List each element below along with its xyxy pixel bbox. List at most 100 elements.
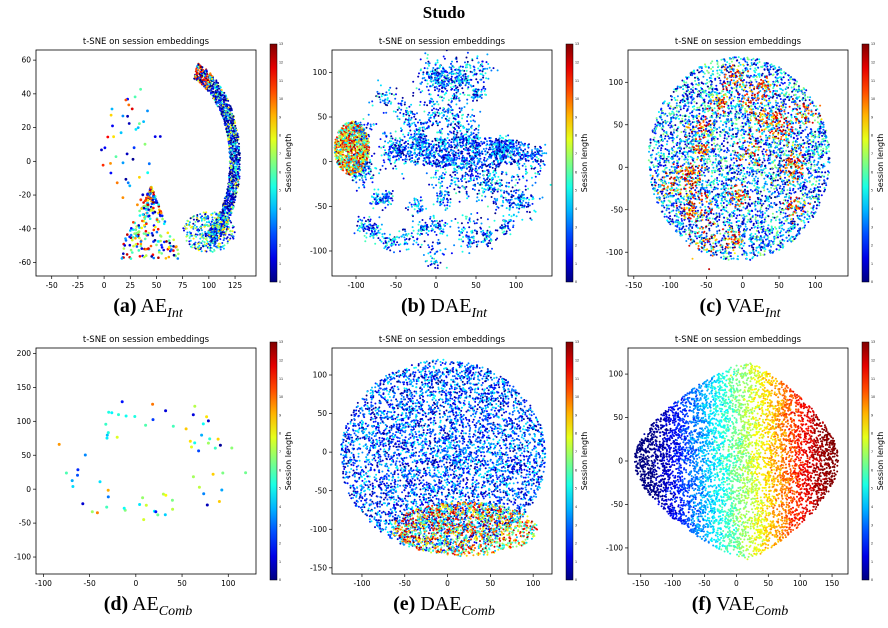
data-point <box>158 135 162 138</box>
data-point <box>206 79 209 82</box>
data-point <box>336 142 339 145</box>
data-point <box>210 78 213 80</box>
data-point <box>362 169 365 172</box>
data-point <box>343 135 346 138</box>
data-point <box>431 183 434 186</box>
data-point <box>358 146 360 149</box>
data-point <box>368 161 371 164</box>
data-point <box>211 75 214 78</box>
data-point <box>131 235 135 239</box>
data-point <box>229 219 232 222</box>
data-point <box>159 239 162 243</box>
data-point <box>355 181 358 184</box>
data-point <box>199 237 202 240</box>
data-point <box>151 234 155 237</box>
data-point <box>477 128 480 131</box>
data-point <box>472 237 475 240</box>
data-point <box>229 136 232 139</box>
data-point <box>364 156 367 159</box>
data-point <box>353 145 355 148</box>
data-point <box>341 136 344 139</box>
data-point <box>458 230 461 233</box>
data-point <box>447 191 450 194</box>
data-point <box>215 80 218 83</box>
data-point <box>199 216 202 219</box>
data-point <box>475 245 478 248</box>
data-point <box>439 136 442 139</box>
data-point <box>354 169 356 172</box>
data-point <box>189 235 192 238</box>
data-point <box>345 125 348 128</box>
data-point <box>470 124 473 127</box>
data-point <box>347 154 350 157</box>
data-point <box>126 233 129 236</box>
data-point <box>523 197 526 200</box>
data-point <box>226 188 229 191</box>
data-point <box>142 255 146 259</box>
data-point <box>144 232 147 236</box>
data-point <box>465 133 468 136</box>
data-point <box>372 224 375 227</box>
data-point <box>538 197 541 200</box>
data-point <box>370 163 373 166</box>
data-point <box>212 90 215 93</box>
data-point <box>203 219 206 222</box>
data-point <box>396 235 398 238</box>
data-point <box>228 189 231 192</box>
data-point <box>368 165 371 168</box>
data-point <box>144 254 148 257</box>
data-point <box>429 217 432 220</box>
data-point <box>226 111 229 114</box>
data-point <box>413 199 416 202</box>
data-point <box>348 131 351 133</box>
data-point <box>520 194 523 197</box>
data-point <box>139 244 143 248</box>
data-point <box>426 226 429 228</box>
data-point <box>228 131 231 134</box>
data-point <box>371 181 374 184</box>
data-point <box>216 88 219 91</box>
data-point <box>435 184 438 187</box>
data-point <box>476 243 479 246</box>
data-point <box>347 156 350 159</box>
data-point <box>384 237 387 240</box>
data-point <box>234 138 237 141</box>
data-point <box>356 155 359 158</box>
data-point <box>466 197 469 200</box>
data-point <box>419 208 422 211</box>
data-point <box>200 217 203 220</box>
data-point <box>237 149 240 152</box>
data-point <box>475 222 478 225</box>
data-point <box>517 175 520 178</box>
data-point <box>463 106 466 108</box>
data-point <box>222 106 225 108</box>
data-point <box>403 236 406 239</box>
data-point <box>473 96 476 99</box>
data-point <box>438 161 441 164</box>
data-point <box>204 215 207 218</box>
data-point <box>422 254 425 256</box>
data-point <box>124 177 128 181</box>
data-point <box>222 222 225 225</box>
data-point <box>234 189 237 192</box>
data-point <box>509 154 512 157</box>
data-point <box>188 240 191 243</box>
data-point <box>365 232 368 235</box>
data-point <box>227 125 230 128</box>
data-point <box>342 124 345 127</box>
data-point <box>461 82 464 84</box>
data-point <box>385 189 387 192</box>
data-point <box>382 242 385 245</box>
data-point <box>333 146 336 149</box>
data-point <box>205 239 208 242</box>
data-point <box>353 144 356 146</box>
data-point <box>419 196 422 199</box>
x-tick-label: 100 <box>202 281 217 290</box>
data-point <box>530 218 533 221</box>
data-point <box>412 215 414 218</box>
data-point <box>217 99 220 101</box>
data-point <box>355 160 358 163</box>
data-point <box>470 172 473 175</box>
data-point <box>220 221 223 223</box>
data-point <box>224 232 227 235</box>
